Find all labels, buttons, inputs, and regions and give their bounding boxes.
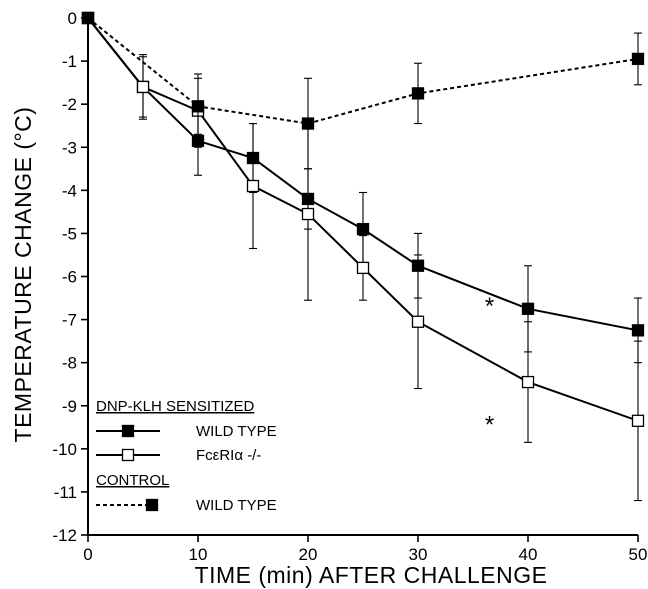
significance-asterisk: * xyxy=(485,412,494,439)
legend-heading: CONTROL xyxy=(96,472,169,489)
x-tick-label: 40 xyxy=(519,545,538,564)
data-point xyxy=(301,207,315,221)
y-tick-label: -2 xyxy=(62,95,77,114)
y-tick-label: 0 xyxy=(68,9,77,28)
legend-label: FcεRIα -/- xyxy=(196,447,261,464)
y-tick-label: -6 xyxy=(62,268,77,287)
x-tick-label: 10 xyxy=(189,545,208,564)
y-tick-label: -8 xyxy=(62,354,77,373)
legend-heading: DNP-KLH SENSITIZED xyxy=(96,398,255,415)
legend-marker xyxy=(121,448,135,462)
series-wild-type-sensitized xyxy=(81,11,645,364)
data-point xyxy=(521,375,535,389)
y-tick-label: -9 xyxy=(62,397,77,416)
data-point xyxy=(301,117,315,130)
legend-label: WILD TYPE xyxy=(196,423,277,440)
y-tick-label: -3 xyxy=(62,138,77,157)
y-tick-label: -7 xyxy=(62,311,77,330)
y-axis-title: TEMPERATURE CHANGE (°C) xyxy=(10,107,36,443)
data-point xyxy=(411,315,425,328)
legend-item: FcεRIα -/- xyxy=(96,447,261,464)
data-point xyxy=(411,87,425,100)
data-point xyxy=(191,100,205,113)
data-point xyxy=(81,11,95,25)
data-point xyxy=(631,414,645,427)
legend-label: WILD TYPE xyxy=(196,497,277,514)
legend-item: WILD TYPE xyxy=(96,497,277,514)
legend-item: WILD TYPE xyxy=(96,423,277,440)
data-point xyxy=(356,222,370,236)
data-point xyxy=(631,52,645,66)
data-point xyxy=(631,324,645,337)
x-tick-label: 0 xyxy=(83,545,92,564)
data-point xyxy=(521,302,535,315)
y-tick-label: -5 xyxy=(62,224,77,243)
data-point xyxy=(136,80,150,94)
significance-asterisk: * xyxy=(485,293,494,320)
y-tick-label: -10 xyxy=(52,440,77,459)
data-point xyxy=(246,179,260,193)
legend: DNP-KLH SENSITIZED CONTROL WILD TYPE FcεRIα… xyxy=(96,398,277,514)
legend-marker xyxy=(145,498,159,512)
x-axis-title: TIME (min) AFTER CHALLENGE xyxy=(195,562,548,588)
series-line xyxy=(87,17,639,125)
y-tick-label: -11 xyxy=(54,483,77,502)
series-wild-type-control xyxy=(81,11,645,170)
x-tick-label: 20 xyxy=(299,545,318,564)
legend-marker xyxy=(121,424,135,438)
series-fcerIa-knockout-sensitized xyxy=(81,11,645,502)
y-tick-label: -4 xyxy=(62,181,77,200)
y-tick-label: -1 xyxy=(62,52,77,71)
y-tick-label: -12 xyxy=(52,526,77,545)
x-tick-label: 30 xyxy=(409,545,428,564)
data-point xyxy=(356,261,370,275)
x-tick-label: 50 xyxy=(629,545,648,564)
